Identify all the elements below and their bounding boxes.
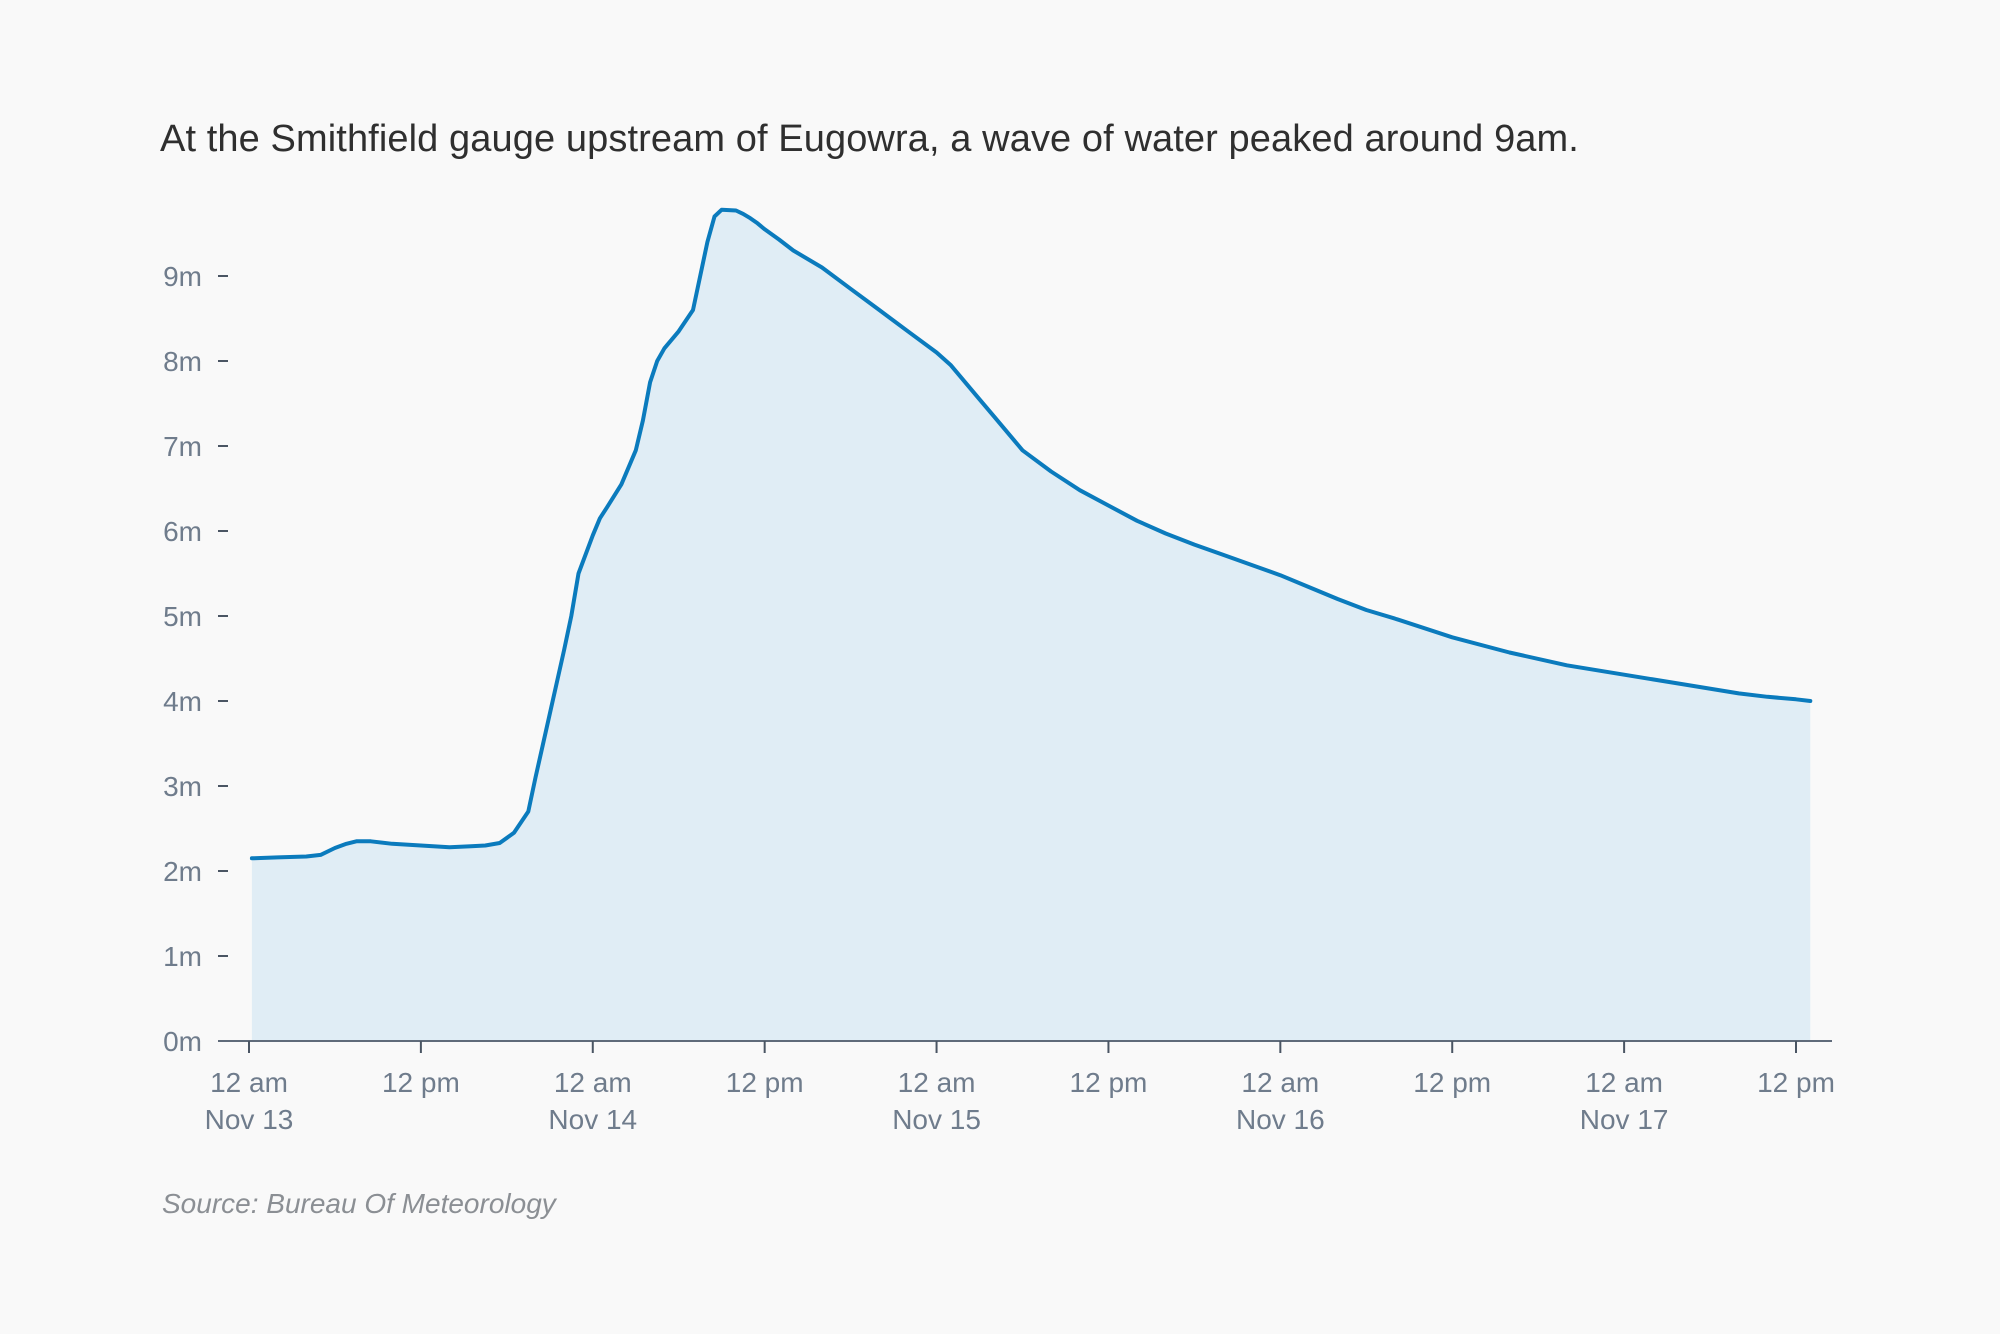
y-axis: 0m 1m 2m 3m 4m 5m 6m 7m 8m 9m <box>163 261 228 1057</box>
x-tick-label: 12 pm <box>1070 1067 1148 1098</box>
x-tick-date-label: Nov 16 <box>1236 1104 1325 1135</box>
x-tick-label: 12 am <box>554 1067 632 1098</box>
y-tick-label: 4m <box>163 686 202 717</box>
y-tick-label: 1m <box>163 941 202 972</box>
x-tick-label: 12 am <box>898 1067 976 1098</box>
y-tick-label: 3m <box>163 771 202 802</box>
x-tick-date-label: Nov 17 <box>1580 1104 1669 1135</box>
x-axis: 12 am Nov 13 12 pm 12 am Nov 14 12 pm 12 am Nov… <box>205 1041 1835 1135</box>
chart-title: At the Smithfield gauge upstream of Eugo… <box>160 118 1579 160</box>
y-tick-label: 7m <box>163 431 202 462</box>
x-tick-label: 12 am <box>1241 1067 1319 1098</box>
x-tick-label: 12 pm <box>382 1067 460 1098</box>
x-tick-date-label: Nov 15 <box>892 1104 981 1135</box>
y-tick-label: 6m <box>163 516 202 547</box>
y-tick-label: 0m <box>163 1026 202 1057</box>
source-note: Source: Bureau Of Meteorology <box>162 1188 556 1219</box>
x-tick-label: 12 pm <box>726 1067 804 1098</box>
x-tick-date-label: Nov 13 <box>205 1104 294 1135</box>
x-tick-label: 12 am <box>1585 1067 1663 1098</box>
x-tick-date-label: Nov 14 <box>548 1104 637 1135</box>
y-tick-label: 5m <box>163 601 202 632</box>
y-tick-label: 2m <box>163 856 202 887</box>
water-level-line <box>249 207 1813 861</box>
y-tick-label: 9m <box>163 261 202 292</box>
x-tick-label: 12 pm <box>1413 1067 1491 1098</box>
x-tick-label: 12 am <box>210 1067 288 1098</box>
x-tick-label: 12 pm <box>1757 1067 1835 1098</box>
y-tick-label: 8m <box>163 346 202 377</box>
water-level-area <box>251 209 1811 1041</box>
